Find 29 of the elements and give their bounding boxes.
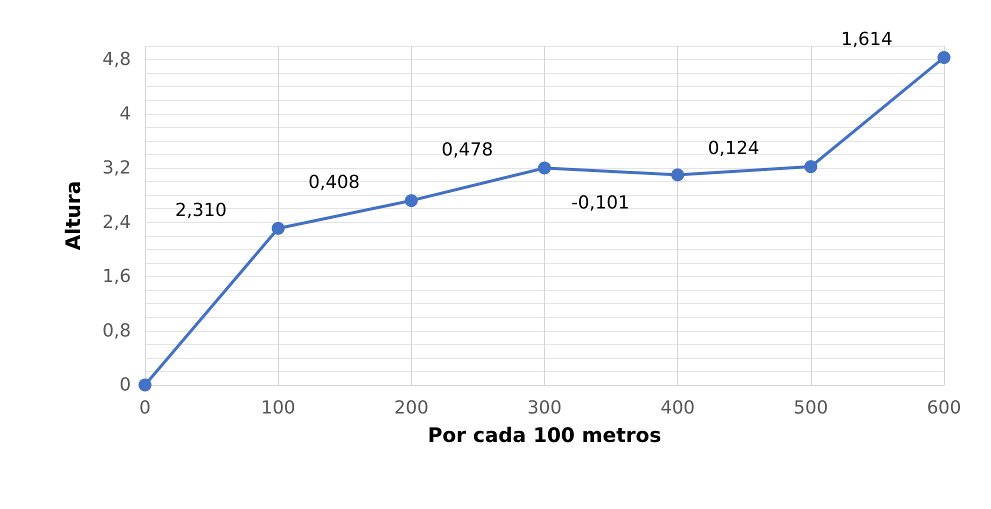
annotation: 0,478 (442, 140, 494, 161)
x-tick-label: 300 (527, 398, 562, 418)
point (138, 378, 152, 392)
y-tick-label: 0,8 (102, 320, 131, 342)
y-tick-label: 4,8 (102, 49, 131, 70)
y-tick-label: 1,6 (102, 266, 131, 288)
y-tick-label: 2,4 (102, 212, 131, 233)
point (671, 168, 684, 182)
y-axis-title: Altura (61, 180, 85, 250)
x-tick-label: 0 (139, 398, 151, 418)
x-axis-title: Por cada 100 metros (428, 423, 662, 447)
x-tick-label: 500 (794, 398, 828, 418)
point (804, 160, 818, 174)
point (272, 222, 285, 235)
point (938, 51, 950, 64)
annotation: 0,408 (308, 172, 360, 194)
y-tick-label: 3,2 (102, 158, 131, 179)
annotation: 1,614 (841, 29, 893, 50)
y-tick-label: 0 (120, 374, 131, 396)
y-tick-label: 4 (120, 103, 131, 124)
annotation: 0,124 (708, 138, 760, 160)
annotation: -0,101 (571, 192, 630, 214)
point (404, 194, 418, 208)
x-tick-label: 200 (394, 398, 429, 418)
x-tick-label: 400 (660, 398, 695, 418)
annotation: 2,310 (175, 200, 227, 221)
x-tick-label: 100 (260, 398, 296, 418)
point (538, 162, 551, 175)
x-tick-label: 600 (926, 398, 962, 418)
